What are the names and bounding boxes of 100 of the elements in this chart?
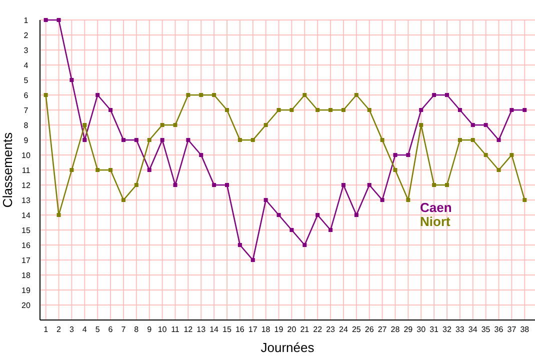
point <box>276 213 281 217</box>
point <box>496 168 501 172</box>
point <box>250 138 255 142</box>
y-tick-label: 15 <box>22 226 31 235</box>
point <box>225 183 229 187</box>
point <box>212 183 216 187</box>
y-tick-label: 4 <box>24 61 29 70</box>
y-tick-label: 11 <box>22 166 31 175</box>
x-tick-label: 22 <box>313 325 323 334</box>
y-tick-label: 14 <box>22 211 31 220</box>
point <box>134 183 138 187</box>
y-tick-label: 16 <box>22 241 31 250</box>
point <box>186 93 190 97</box>
y-tick-label: 10 <box>22 151 31 160</box>
point <box>432 183 436 187</box>
point <box>108 168 113 172</box>
point <box>419 123 424 127</box>
point <box>160 123 164 127</box>
point <box>70 78 74 82</box>
point <box>173 123 178 127</box>
point <box>445 183 449 187</box>
x-tick-label: 2 <box>56 325 62 334</box>
x-tick-label: 27 <box>378 325 388 334</box>
point <box>147 168 152 172</box>
point <box>302 93 307 97</box>
x-tick-label: 4 <box>82 325 88 334</box>
x-tick-label: 16 <box>235 325 245 334</box>
x-tick-label: 12 <box>184 325 194 334</box>
y-axis-title: Classements <box>0 132 15 208</box>
x-tick-label: 34 <box>468 325 478 334</box>
x-tick-label: 10 <box>158 325 168 334</box>
x-tick-label: 7 <box>121 325 126 334</box>
point <box>96 93 100 97</box>
point <box>496 138 501 142</box>
x-tick-label: 18 <box>261 325 271 334</box>
point <box>199 93 204 97</box>
point <box>186 138 190 142</box>
x-axis-title: Journées <box>260 340 315 355</box>
point <box>82 123 87 127</box>
x-tick-label: 32 <box>442 325 452 334</box>
point <box>173 183 178 187</box>
y-tick-label: 5 <box>24 76 29 85</box>
point <box>510 108 514 112</box>
x-tick-label: 25 <box>352 325 362 334</box>
x-tick-label: 14 <box>210 325 220 334</box>
x-tick-label: 28 <box>390 325 400 334</box>
x-tick-label: 38 <box>520 325 530 334</box>
point <box>290 228 294 232</box>
point <box>276 108 281 112</box>
point <box>316 108 320 112</box>
point <box>470 138 475 142</box>
y-tick-label: 9 <box>24 136 29 145</box>
x-tick-label: 21 <box>300 325 310 334</box>
point <box>393 168 398 172</box>
x-tick-label: 33 <box>455 325 465 334</box>
text: Caen <box>420 200 452 215</box>
y-tick-label: 20 <box>22 301 31 310</box>
point <box>302 243 307 247</box>
point <box>212 93 216 97</box>
point <box>458 138 462 142</box>
point <box>121 198 126 202</box>
point <box>445 93 449 97</box>
point <box>341 108 346 112</box>
x-tick-label: 37 <box>507 325 517 334</box>
point <box>354 213 358 217</box>
point <box>290 108 294 112</box>
point <box>522 198 527 202</box>
y-tick-label: 8 <box>24 121 29 130</box>
point <box>238 243 242 247</box>
x-tick-label: 17 <box>248 325 258 334</box>
point <box>70 168 74 172</box>
point <box>341 183 346 187</box>
y-tick-label: 6 <box>24 91 29 100</box>
x-tick-label: 23 <box>326 325 336 334</box>
point <box>199 153 204 157</box>
point <box>108 108 113 112</box>
y-tick-label: 1 <box>24 16 29 25</box>
x-tick-label: 8 <box>134 325 140 334</box>
x-tick-label: 35 <box>481 325 491 334</box>
point <box>82 138 87 142</box>
point <box>225 108 229 112</box>
point <box>328 228 333 232</box>
point <box>470 123 475 127</box>
y-tick-label: 19 <box>22 286 31 295</box>
point <box>238 138 242 142</box>
point <box>264 198 268 202</box>
x-tick-label: 3 <box>69 325 74 334</box>
point <box>160 138 164 142</box>
point <box>406 198 410 202</box>
x-tick-label: 26 <box>364 325 374 334</box>
point <box>367 183 372 187</box>
y-tick-label: 13 <box>22 196 31 205</box>
point <box>484 123 488 127</box>
x-tick-label: 19 <box>274 325 284 334</box>
x-tick-label: 36 <box>494 325 504 334</box>
point <box>56 213 61 217</box>
point <box>121 138 126 142</box>
y-tick-label: 12 <box>22 181 31 190</box>
x-tick-label: 24 <box>339 325 348 334</box>
x-tick-label: 31 <box>430 325 440 334</box>
